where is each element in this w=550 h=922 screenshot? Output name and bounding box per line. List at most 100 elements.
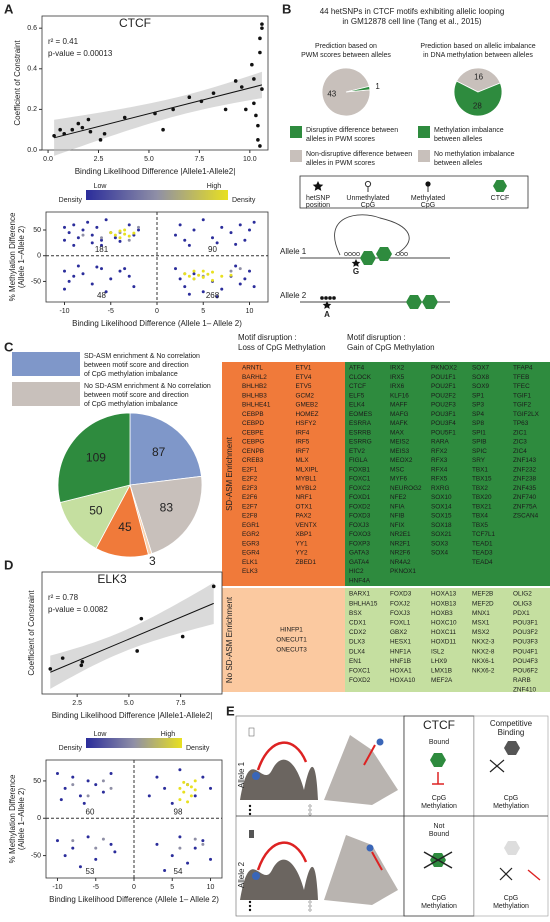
point (192, 269, 196, 273)
y-tick-label: 50 (33, 778, 41, 785)
colorbar-label: High (161, 731, 176, 738)
point (86, 779, 90, 783)
point (118, 229, 122, 233)
point (55, 839, 59, 843)
gene-name: FOXB1 (349, 466, 370, 473)
point (183, 272, 187, 276)
gene-name: DLX3 (349, 639, 365, 646)
x-tick-label: 5.0 (124, 700, 134, 707)
point (63, 238, 66, 242)
gene-name: ONECUT3 (276, 647, 307, 654)
column-header: Gain of CpG Methylation (347, 343, 435, 352)
legend-swatch (418, 126, 430, 138)
point (178, 786, 182, 790)
colorbar-label: Density (59, 745, 83, 752)
point (63, 225, 66, 229)
slice-label: 3 (149, 554, 156, 568)
point (72, 223, 76, 227)
slice-label: 50 (89, 504, 103, 518)
lollipop-icon (364, 180, 372, 188)
colorbar-label: Density (186, 745, 210, 752)
quadrant-count: 98 (174, 807, 183, 816)
gene-name: SOX4 (431, 550, 448, 557)
gene-name: POU2F1 (431, 383, 456, 390)
slice-label: 87 (152, 445, 166, 459)
gene-name: FOXJ2 (390, 600, 410, 607)
gene-name: HNF1A (390, 648, 412, 655)
point (109, 842, 113, 846)
allele-label: Allele 2 (237, 861, 246, 888)
y-tick-label: 0 (37, 815, 41, 822)
point (239, 85, 244, 89)
point (127, 223, 131, 227)
point (229, 273, 233, 277)
y-tick-label: 0.0 (27, 147, 37, 154)
gene-name: POU3F4 (431, 420, 456, 427)
point (72, 243, 76, 247)
gene-name: CEBPD (242, 420, 264, 427)
pie-title: Prediction based on allelic imbalance (420, 43, 535, 50)
x-tick-label: 0 (132, 884, 136, 891)
point (192, 277, 196, 281)
point (161, 127, 165, 132)
gene-name: NKX2-3 (472, 639, 495, 646)
gene-name: POU4F3 (513, 658, 538, 665)
gene-name: MEIS3 (390, 448, 410, 455)
point (94, 846, 98, 850)
gene-name: ISL2 (431, 648, 445, 655)
cpg-label: Methylation (493, 803, 529, 810)
gene-name: ZNF435 (513, 485, 537, 492)
gene-name: MAFF (390, 402, 407, 409)
legend-label: between motif score and direction (84, 392, 189, 399)
point (58, 127, 62, 132)
point (258, 36, 262, 41)
point (90, 282, 94, 286)
gene-name: IRX5 (390, 374, 405, 381)
point (229, 269, 233, 273)
gene-name: RFX4 (431, 466, 448, 473)
gene-name: BHLHA15 (349, 600, 378, 607)
legend-label: between alleles (434, 160, 483, 167)
gene-name: PKNOX2 (431, 365, 457, 372)
quadrant-count: 181 (95, 245, 109, 254)
gene-name: CENPB (242, 448, 264, 455)
plot-frame (41, 571, 223, 695)
gene-name: GMEB2 (296, 402, 319, 409)
point (187, 274, 191, 278)
pie-title: PWM scores between alleles (301, 52, 391, 59)
slice-label: 16 (474, 73, 483, 82)
gene-name: ELK4 (349, 402, 365, 409)
table-cell (222, 362, 345, 586)
point (63, 269, 66, 273)
point (211, 278, 214, 282)
point (95, 225, 99, 229)
gene-name: HOXC11 (431, 629, 457, 636)
point (90, 241, 94, 245)
gene-name: RXRG (431, 485, 449, 492)
point (100, 236, 103, 240)
point (252, 285, 256, 289)
gene-name: NFIA (390, 503, 405, 510)
gene-name: TBX20 (472, 494, 492, 501)
gene-name: ESRRG (349, 439, 372, 446)
point (109, 786, 113, 790)
legend-label: No SD-ASM enrichment & No correlation (84, 383, 211, 390)
gene-name: ESRRB (349, 429, 371, 436)
point (197, 273, 201, 277)
point (254, 113, 258, 118)
point (189, 794, 193, 798)
point (178, 846, 182, 850)
confidence-band (54, 71, 262, 156)
point (260, 26, 264, 30)
point (178, 223, 182, 227)
point (170, 854, 174, 858)
gene-name: HOXA13 (431, 591, 457, 598)
gene-name: TBX5 (472, 522, 488, 529)
point (132, 231, 136, 235)
x-tick-label: 5.0 (144, 156, 154, 163)
x-axis-label: Binding Likelihood Difference |Allele1-A… (52, 711, 213, 720)
colorbar (86, 738, 182, 748)
gene-name: FOXP3 (349, 540, 370, 547)
gene-name: MSX1 (472, 619, 490, 626)
gene-name: VENTX (296, 522, 318, 529)
